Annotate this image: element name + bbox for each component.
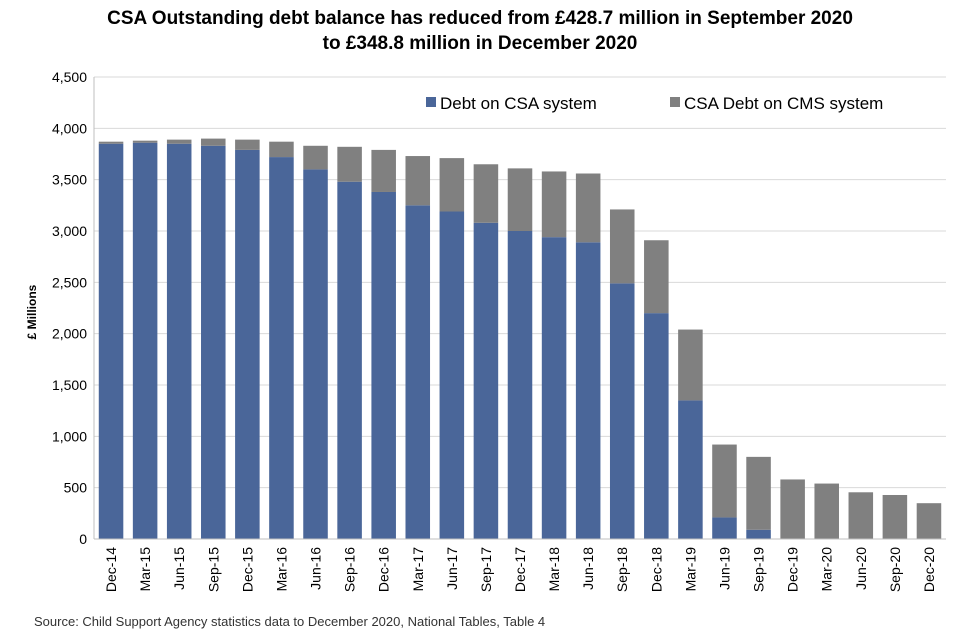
bar-segment-csa xyxy=(201,145,226,539)
legend-swatch-cms xyxy=(670,97,680,107)
legend-label-cms: CSA Debt on CMS system xyxy=(684,94,883,113)
x-tick-label: Sep-19 xyxy=(751,547,767,592)
bar-segment-csa xyxy=(609,283,635,539)
x-tick-label: Dec-17 xyxy=(512,547,528,592)
x-tick-label: Dec-19 xyxy=(785,547,801,592)
bar-segment-csa xyxy=(405,205,431,540)
x-tick-label: Dec-20 xyxy=(921,547,937,592)
y-tick-label: 3,000 xyxy=(52,223,87,239)
y-tick-label: 4,500 xyxy=(52,69,87,85)
y-tick-label: 500 xyxy=(64,480,88,496)
bar-segment-csa xyxy=(371,191,396,539)
x-tick-label: Sep-17 xyxy=(478,547,494,592)
y-tick-label: 2,500 xyxy=(52,274,87,290)
bar-segment-cms xyxy=(678,329,703,401)
legend-swatch-csa xyxy=(426,97,436,107)
bar-segment-csa xyxy=(541,237,567,539)
bar-segment-cms xyxy=(507,168,533,231)
bar-segment-cms xyxy=(780,479,805,539)
bar-segment-cms xyxy=(371,149,396,192)
bar-segment-cms xyxy=(132,140,158,143)
bar-segment-cms xyxy=(644,240,669,314)
bar-segment-csa xyxy=(439,211,465,539)
bar-segment-cms xyxy=(303,145,328,170)
y-tick-label: 4,000 xyxy=(52,120,87,136)
y-tick-label: 3,500 xyxy=(52,172,87,188)
y-tick-label: 2,000 xyxy=(52,326,87,342)
x-tick-label: Sep-18 xyxy=(614,547,630,592)
bar-segment-csa xyxy=(507,231,533,539)
x-tick-label: Dec-15 xyxy=(239,547,255,592)
x-tick-label: Dec-14 xyxy=(103,547,119,592)
chart-title-line-1: CSA Outstanding debt balance has reduced… xyxy=(107,8,853,29)
y-tick-label: 1,000 xyxy=(52,428,87,444)
bar-segment-csa xyxy=(166,143,192,539)
x-tick-label: Jun-19 xyxy=(716,547,732,590)
x-tick-label: Jun-20 xyxy=(853,547,869,590)
bar-segment-csa xyxy=(303,169,328,539)
x-tick-label: Jun-17 xyxy=(444,547,460,590)
bar-segment-csa xyxy=(473,222,499,539)
x-tick-label: Mar-20 xyxy=(819,547,835,592)
source-note: Source: Child Support Agency statistics … xyxy=(34,614,546,629)
bar-segment-cms xyxy=(337,146,362,182)
y-tick-label: 0 xyxy=(79,531,87,547)
bar-segment-csa xyxy=(712,517,737,539)
bar-segment-cms xyxy=(746,456,771,530)
x-tick-label: Mar-16 xyxy=(273,547,289,592)
y-tick-label: 1,500 xyxy=(52,377,87,393)
legend-label-csa: Debt on CSA system xyxy=(440,94,597,113)
x-tick-label: Jun-18 xyxy=(580,547,596,590)
x-tick-label: Mar-19 xyxy=(682,547,698,592)
bar-segment-csa xyxy=(746,529,771,539)
bar-segment-cms xyxy=(541,171,567,238)
x-tick-label: Jun-16 xyxy=(308,547,324,590)
bar-segment-csa xyxy=(132,142,158,539)
chart-title: CSA Outstanding debt balance has reduced… xyxy=(0,6,960,56)
bar-segment-csa xyxy=(98,143,124,539)
bar-segment-cms xyxy=(916,503,942,539)
x-tick-label: Sep-16 xyxy=(342,547,358,592)
bar-segment-csa xyxy=(235,149,260,540)
bar-segment-cms xyxy=(439,158,465,212)
bar-segment-cms xyxy=(575,173,601,243)
bar-segment-cms xyxy=(609,209,635,284)
bar-segment-cms xyxy=(166,139,192,144)
bar-segment-csa xyxy=(678,400,703,539)
x-tick-label: Mar-17 xyxy=(410,547,426,592)
x-tick-label: Mar-18 xyxy=(546,547,562,592)
x-tick-label: Sep-20 xyxy=(887,547,903,592)
bar-segment-cms xyxy=(98,141,124,144)
y-axis-label: £ Millions xyxy=(25,284,39,339)
chart-title-line-2: to £348.8 million in December 2020 xyxy=(322,33,638,54)
bar-segment-cms xyxy=(269,141,294,158)
y-tick-labels: 0 500 1,000 1,500 2,000 2,500 3,000 3,500 4,000 4… xyxy=(52,69,87,547)
bar-segment-csa xyxy=(575,242,601,539)
bar-segment-cms xyxy=(882,494,908,539)
x-tick-labels: Dec-14 Mar-15 Jun-15 Sep-15 Dec-15 Mar-16 Jun-… xyxy=(103,547,937,592)
x-tick-label: Dec-18 xyxy=(648,547,664,592)
bars xyxy=(98,138,942,540)
x-tick-label: Dec-16 xyxy=(376,547,392,592)
bar-segment-csa xyxy=(337,181,362,539)
bar-segment-csa xyxy=(269,157,294,539)
bar-segment-cms xyxy=(814,483,839,539)
bar-segment-cms xyxy=(235,139,260,150)
x-tick-label: Jun-15 xyxy=(171,547,187,590)
bar-segment-cms xyxy=(201,138,226,146)
bar-segment-cms xyxy=(405,156,431,206)
legend: Debt on CSA system CSA Debt on CMS syste… xyxy=(426,94,883,113)
x-tick-label: Sep-15 xyxy=(205,547,221,592)
bar-segment-cms xyxy=(848,492,874,539)
bar-segment-cms xyxy=(712,444,737,518)
x-tick-label: Mar-15 xyxy=(137,547,153,592)
axes xyxy=(93,77,946,540)
bar-segment-cms xyxy=(473,164,499,223)
bar-segment-csa xyxy=(644,313,669,539)
